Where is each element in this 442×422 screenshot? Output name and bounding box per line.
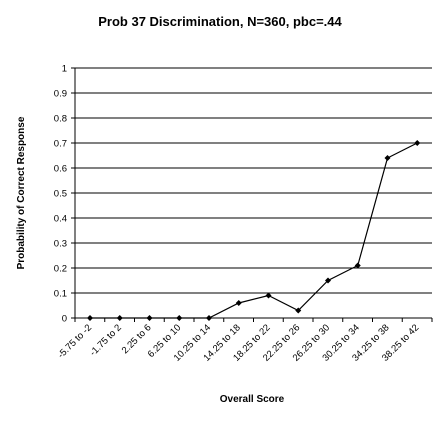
series-line <box>90 142 418 319</box>
y-tick-label: 0.5 <box>54 189 67 200</box>
y-tick-label: 0.4 <box>54 214 67 225</box>
y-tick-label: 1 <box>62 64 67 75</box>
data-point <box>384 155 391 161</box>
data-point <box>414 140 421 146</box>
y-tick-label: 0.2 <box>54 264 67 275</box>
y-tick-label: 0.8 <box>54 114 67 125</box>
data-point <box>265 292 272 299</box>
data-point <box>295 307 302 314</box>
data-point <box>87 315 93 321</box>
series <box>87 140 421 321</box>
data-point <box>206 315 212 321</box>
data-point <box>146 315 153 321</box>
data-point <box>116 315 123 321</box>
y-tick-label: 0.7 <box>54 139 67 150</box>
data-point <box>176 315 183 321</box>
y-axis-label: Probability of Correct Response <box>16 116 27 269</box>
x-tick-label: -1.75 to 2 <box>88 322 124 358</box>
chart-title: Prob 37 Discrimination, N=360, pbc=.44 <box>98 14 342 29</box>
data-point <box>235 300 242 306</box>
data-point <box>325 277 331 284</box>
x-tick-label: -5.75 to -2 <box>56 322 94 360</box>
y-tick-label: 0.3 <box>54 239 67 250</box>
x-axis-label: Overall Score <box>220 394 285 405</box>
grid <box>75 67 432 294</box>
data-point <box>354 262 361 269</box>
x-ticks: -5.75 to -2-1.75 to 22.25 to 66.25 to 10… <box>56 318 433 364</box>
y-tick-label: 0.9 <box>54 89 67 100</box>
y-tick-label: 0.1 <box>54 289 67 300</box>
y-tick-label: 0 <box>62 314 67 325</box>
y-tick-label: 0.6 <box>54 164 67 175</box>
y-ticks: 0 0.1 0.2 0.3 0.4 0.5 0.6 0.7 0.8 0.9 1 <box>54 64 75 325</box>
